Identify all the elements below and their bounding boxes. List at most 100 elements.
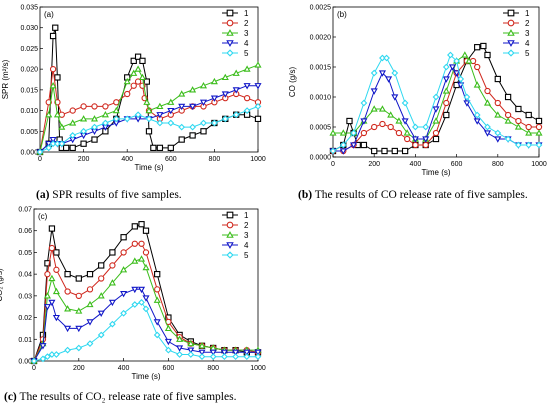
legend-label: 1 <box>244 9 249 18</box>
data-point <box>138 73 146 81</box>
data-point <box>403 129 411 136</box>
data-point <box>86 270 94 278</box>
data-point <box>43 292 51 299</box>
data-point <box>48 274 56 282</box>
data-point <box>443 111 450 119</box>
legend-label: 1 <box>525 9 530 18</box>
data-point <box>143 78 150 85</box>
data-point <box>48 299 56 307</box>
data-point <box>411 136 419 143</box>
data-point <box>131 301 139 308</box>
data-point <box>97 292 105 299</box>
caption-a-text: SPR results of five samples. <box>52 189 182 201</box>
data-point <box>58 140 66 148</box>
data-point <box>153 319 161 326</box>
data-point <box>90 115 99 122</box>
legend-marker <box>507 40 515 47</box>
data-point <box>165 346 172 354</box>
data-point <box>39 343 47 350</box>
y-tick-label: 0.030 <box>20 25 38 32</box>
y-tick-label: 0.0015 <box>310 65 332 72</box>
legend-marker <box>226 40 234 47</box>
data-point <box>339 148 347 155</box>
data-point <box>138 240 145 247</box>
data-point <box>371 147 378 155</box>
data-point <box>504 117 512 124</box>
data-point <box>243 353 251 361</box>
y-tick-label: 0.0005 <box>310 125 332 132</box>
data-point <box>145 128 153 135</box>
data-point <box>48 225 56 232</box>
plot-frame <box>332 6 540 158</box>
data-point <box>432 117 440 124</box>
x-tick-label: 1000 <box>250 156 266 163</box>
y-tick-label: 0.005 <box>20 129 38 136</box>
data-point <box>360 141 368 149</box>
data-point <box>120 249 127 256</box>
legend-marker <box>226 211 234 219</box>
data-point <box>232 87 240 94</box>
legend-label: 2 <box>244 221 249 230</box>
data-point <box>442 76 450 83</box>
data-point <box>395 117 403 124</box>
data-point <box>30 357 38 365</box>
series-5 <box>36 103 262 156</box>
data-point <box>189 103 197 111</box>
data-point <box>187 351 195 358</box>
data-point <box>153 296 161 303</box>
legend-marker <box>226 221 234 229</box>
legend-marker <box>507 29 515 36</box>
data-point <box>504 111 512 119</box>
data-point <box>43 304 51 311</box>
data-point <box>189 132 196 139</box>
data-point <box>448 64 457 71</box>
data-point <box>514 123 522 130</box>
data-point <box>131 223 138 230</box>
data-point <box>453 57 460 65</box>
caption-a-tag: (a) <box>36 189 50 201</box>
x-tick-label: 600 <box>451 161 463 168</box>
data-point <box>198 349 206 357</box>
y-tick-label: 0.05 <box>18 250 32 257</box>
x-tick-label: 800 <box>207 365 219 372</box>
data-point <box>145 106 153 114</box>
data-point <box>80 127 87 135</box>
panel-label: (c) <box>38 212 48 221</box>
data-point <box>167 107 175 115</box>
legend-marker <box>507 49 515 57</box>
data-point <box>142 295 150 302</box>
data-point <box>64 288 71 295</box>
data-point <box>360 129 368 137</box>
data-point <box>44 353 51 361</box>
co-chart: 0 200 400 600 800 1000 0.0000 0.0005 0.0010 0.001… <box>288 5 547 178</box>
data-point <box>80 140 87 147</box>
series-2 <box>36 65 262 156</box>
data-point <box>58 123 66 130</box>
data-point <box>154 286 161 293</box>
data-point <box>137 286 146 294</box>
data-point <box>210 95 218 102</box>
data-point <box>473 118 481 125</box>
data-point <box>401 147 409 155</box>
data-point <box>167 119 175 127</box>
y-tick-label: 0.0010 <box>310 95 332 102</box>
legend-label: 3 <box>525 29 530 38</box>
data-point <box>484 51 491 59</box>
data-point <box>199 81 208 89</box>
data-point <box>221 353 228 361</box>
data-point <box>391 69 399 77</box>
legend-label: 2 <box>244 19 249 28</box>
data-point <box>49 81 57 89</box>
data-point <box>108 299 116 307</box>
data-point <box>112 106 120 114</box>
x-tick-label: 0 <box>38 156 42 163</box>
data-point <box>432 135 440 143</box>
plot-frame <box>33 208 259 362</box>
data-point <box>75 292 82 300</box>
data-point <box>387 123 394 131</box>
data-point <box>44 260 51 267</box>
data-point <box>131 286 139 294</box>
data-point <box>422 123 430 131</box>
data-point <box>232 111 240 119</box>
data-point <box>176 345 184 352</box>
